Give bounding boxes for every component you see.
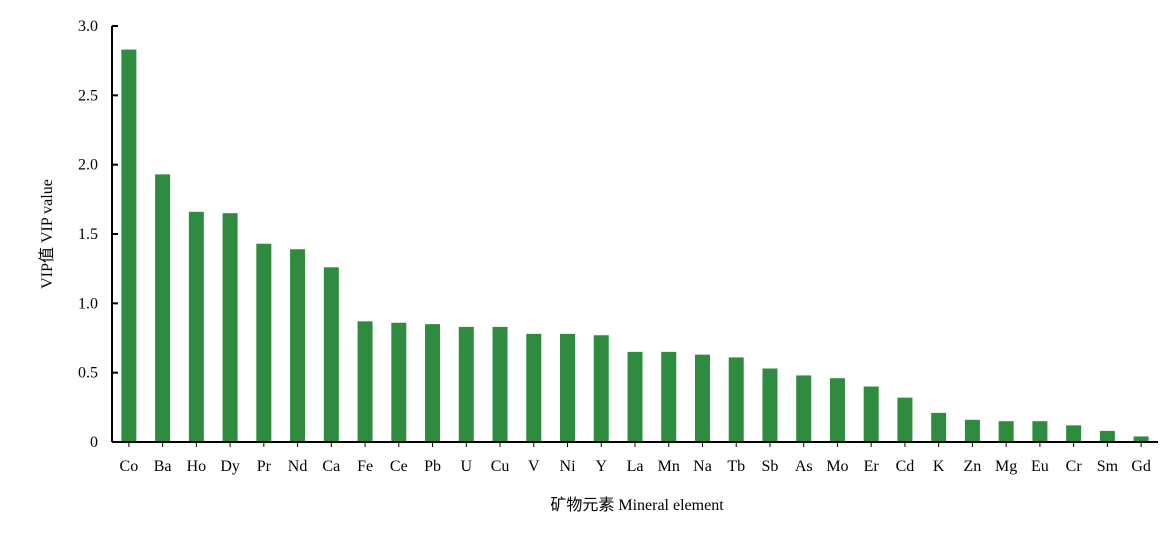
bar-u (458, 326, 474, 442)
x-tick-label: K (933, 458, 945, 475)
y-tick-label: 1.0 (78, 295, 98, 312)
x-tick-label: Tb (727, 458, 745, 475)
x-tick-label: Mn (658, 458, 680, 475)
y-axis-title: VIP值 VIP value (38, 179, 56, 289)
bar-as (796, 375, 812, 442)
x-tick-label: Pb (424, 458, 441, 475)
bar-dy (222, 213, 238, 442)
x-tick-label: Ca (322, 458, 340, 475)
bar-la (627, 351, 643, 442)
bar-mn (661, 351, 677, 442)
bar-cd (897, 397, 913, 442)
bar-gd (1133, 436, 1149, 442)
bar-ba (155, 174, 171, 442)
x-tick-label: Ce (390, 458, 408, 475)
bar-ca (323, 267, 339, 442)
x-tick-label: Er (864, 458, 880, 475)
x-tick-label: Ho (187, 458, 207, 475)
bars-group (121, 49, 1149, 442)
x-tick-label: Eu (1031, 458, 1049, 475)
x-tick-label: Mg (995, 458, 1017, 475)
x-tick-label: Nd (288, 458, 308, 475)
bar-eu (1032, 421, 1048, 442)
bar-tb (728, 357, 744, 442)
x-tick-label: Ba (154, 458, 172, 475)
y-tick-label: 3.0 (78, 18, 98, 35)
x-tick-label: Cd (896, 458, 915, 475)
bar-ce (391, 322, 407, 442)
x-tick-label: U (461, 458, 473, 475)
bar-y (593, 335, 609, 442)
x-tick-label: Cr (1066, 458, 1083, 475)
x-tick-label: Co (120, 458, 139, 475)
x-tick-label: Na (693, 458, 712, 475)
x-tick-label: Dy (220, 458, 240, 475)
bar-mg (998, 421, 1014, 442)
bar-ho (188, 211, 204, 442)
x-tick-label: Sb (762, 458, 779, 475)
bar-k (931, 412, 947, 442)
y-tick-label: 0 (90, 434, 98, 451)
x-tick-label: As (795, 458, 813, 475)
x-tick-label: Zn (964, 458, 982, 475)
y-ticks-group: 0 0.5 1.0 1.5 2.0 2.5 3.0 (78, 18, 118, 451)
y-tick-label: 1.5 (78, 226, 98, 243)
bar-sb (762, 368, 778, 442)
bar-pb (425, 324, 441, 442)
y-tick-label: 2.0 (78, 157, 98, 174)
bar-cu (492, 326, 508, 442)
bar-sm (1099, 430, 1115, 442)
bar-ni (560, 333, 576, 442)
x-tick-label: Ni (560, 458, 577, 475)
x-tick-label: Sm (1097, 458, 1119, 475)
x-tick-label: Y (595, 458, 607, 475)
x-tick-label: Mo (826, 458, 848, 475)
x-tick-label: Pr (257, 458, 272, 475)
x-tick-label: V (528, 458, 540, 475)
x-tick-label: La (627, 458, 644, 475)
x-tick-label: Gd (1131, 458, 1151, 475)
bar-er (863, 386, 879, 442)
x-ticks-group: Co Ba Ho Dy Pr Nd Ca Fe Ce Pb U Cu V Ni Y La Mn Na Tb Sb As M… (120, 442, 1151, 475)
bar-fe (357, 321, 373, 442)
x-tick-label: Fe (357, 458, 373, 475)
y-tick-label: 2.5 (78, 87, 98, 104)
bar-mo (829, 378, 845, 442)
bar-co (121, 49, 137, 442)
bar-nd (290, 249, 306, 442)
x-tick-label: Cu (491, 458, 510, 475)
y-tick-label: 0.5 (78, 365, 98, 382)
bar-zn (964, 419, 980, 442)
x-axis-title: 矿物元素 Mineral element (550, 496, 724, 514)
bar-cr (1066, 425, 1082, 442)
bar-v (526, 333, 542, 442)
bar-pr (256, 243, 272, 442)
bar-na (694, 354, 710, 442)
